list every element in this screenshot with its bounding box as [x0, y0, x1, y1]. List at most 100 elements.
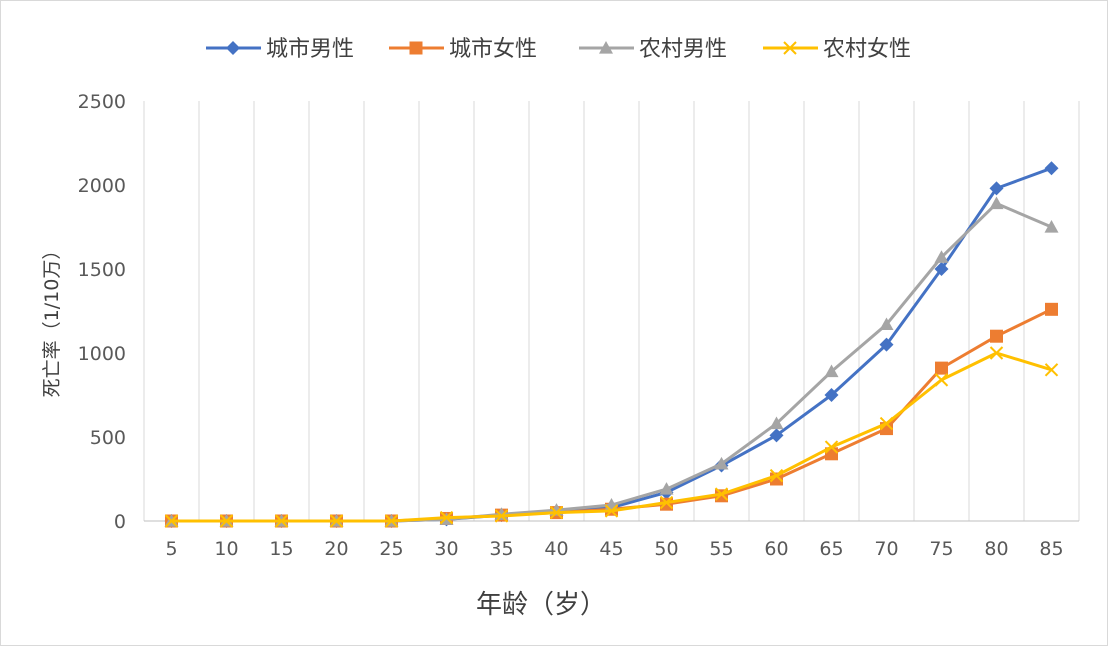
series-4 — [164, 346, 1059, 528]
x-tick-label: 35 — [489, 538, 513, 560]
x-tick-label: 55 — [709, 538, 733, 560]
data-point — [989, 346, 1004, 360]
data-point — [934, 250, 949, 263]
y-tick-label: 2500 — [78, 91, 126, 113]
data-point-stroke — [934, 373, 949, 387]
data-point — [1045, 302, 1058, 316]
legend-label: 城市男性 — [266, 37, 354, 62]
legend-item-1: 城市男性 — [206, 37, 354, 62]
data-point — [164, 514, 179, 528]
data-point — [604, 504, 619, 518]
data-point — [329, 514, 344, 528]
data-point — [274, 514, 289, 528]
data-point — [659, 482, 674, 495]
data-point — [769, 468, 784, 483]
y-tick-label: 0 — [114, 511, 126, 533]
data-point — [1044, 161, 1059, 176]
data-point — [714, 456, 729, 470]
y-tick-label: 2000 — [78, 175, 126, 197]
x-tick-label: 45 — [599, 538, 623, 560]
x-tick-label: 10 — [214, 538, 238, 560]
legend-marker — [783, 41, 797, 55]
x-axis-title: 年龄（岁） — [476, 590, 606, 620]
data-point-stroke — [1044, 363, 1059, 377]
x-tick-label: 20 — [324, 538, 348, 560]
series-line-3 — [170, 201, 1053, 523]
legend-item-3: 农村男性 — [579, 37, 727, 62]
data-point-stroke — [549, 505, 564, 520]
legend-marker — [226, 41, 240, 55]
x-tick-label: 25 — [379, 538, 403, 560]
x-tick-label: 40 — [544, 538, 568, 560]
legend-label: 农村男性 — [639, 37, 727, 62]
data-point — [934, 262, 949, 276]
y-tick-label: 500 — [90, 427, 126, 449]
data-point — [384, 514, 399, 528]
y-tick-label: 1000 — [78, 343, 126, 365]
data-point-stroke — [714, 487, 729, 501]
legend-label: 城市女性 — [449, 37, 537, 62]
x-tick-label: 60 — [764, 538, 788, 560]
data-point — [219, 514, 234, 528]
series-lines — [164, 161, 1059, 528]
data-point-stroke — [164, 514, 179, 528]
data-point — [824, 440, 839, 454]
data-point-stroke — [219, 514, 234, 528]
data-point — [990, 329, 1003, 343]
data-point — [824, 364, 839, 378]
data-point — [659, 495, 674, 510]
data-point — [879, 317, 894, 331]
data-point — [989, 181, 1004, 196]
data-point — [769, 428, 784, 443]
data-point-stroke — [824, 440, 839, 454]
data-point — [549, 505, 564, 520]
series-line-4 — [170, 351, 1053, 523]
series-2 — [165, 302, 1058, 528]
y-axis-title: 死亡率（1/10万） — [41, 241, 63, 398]
data-point — [824, 388, 839, 402]
data-point — [989, 196, 1004, 210]
data-point-stroke — [659, 495, 674, 510]
data-point-stroke — [604, 504, 619, 518]
x-tick-label: 80 — [984, 538, 1008, 560]
data-point-stroke — [329, 514, 344, 528]
legend-marker — [409, 41, 423, 55]
data-point-stroke — [879, 416, 894, 431]
series-3 — [164, 196, 1059, 527]
data-point — [1044, 363, 1059, 377]
data-point — [714, 487, 729, 501]
x-tick-label: 30 — [434, 538, 458, 560]
data-point-stroke — [274, 514, 289, 528]
x-tick-label: 50 — [654, 538, 678, 560]
legend-marker-stroke — [783, 41, 797, 55]
data-point — [879, 416, 894, 431]
data-point — [494, 509, 509, 523]
x-tick-label: 75 — [929, 538, 953, 560]
data-point-stroke — [989, 346, 1004, 360]
x-tick-label: 5 — [165, 538, 177, 560]
data-point — [879, 337, 894, 352]
series-1 — [164, 161, 1059, 528]
data-point-stroke — [494, 509, 509, 523]
data-point-stroke — [439, 510, 454, 525]
legend: 城市男性 城市女性 农村男性 农村女性 — [206, 37, 911, 62]
x-tick-label: 70 — [874, 538, 898, 560]
legend-marker — [599, 41, 613, 54]
data-point — [769, 416, 784, 430]
y-tick-label: 1500 — [78, 259, 126, 281]
data-point — [439, 510, 454, 525]
data-point — [934, 373, 949, 387]
data-point-stroke — [384, 514, 399, 528]
legend-item-2: 城市女性 — [389, 37, 537, 62]
series-line-1 — [170, 166, 1053, 523]
x-tick-label: 85 — [1039, 538, 1063, 560]
legend-item-4: 农村女性 — [763, 37, 911, 62]
axes: 0 500 1000 1500 2000 2500 5 10 15 20 25 30 35 40 45 50 5… — [78, 91, 1079, 560]
data-point — [1044, 220, 1059, 233]
data-point — [935, 361, 948, 375]
x-tick-label: 65 — [819, 538, 843, 560]
series-line-2 — [170, 307, 1053, 523]
data-point-stroke — [769, 468, 784, 483]
